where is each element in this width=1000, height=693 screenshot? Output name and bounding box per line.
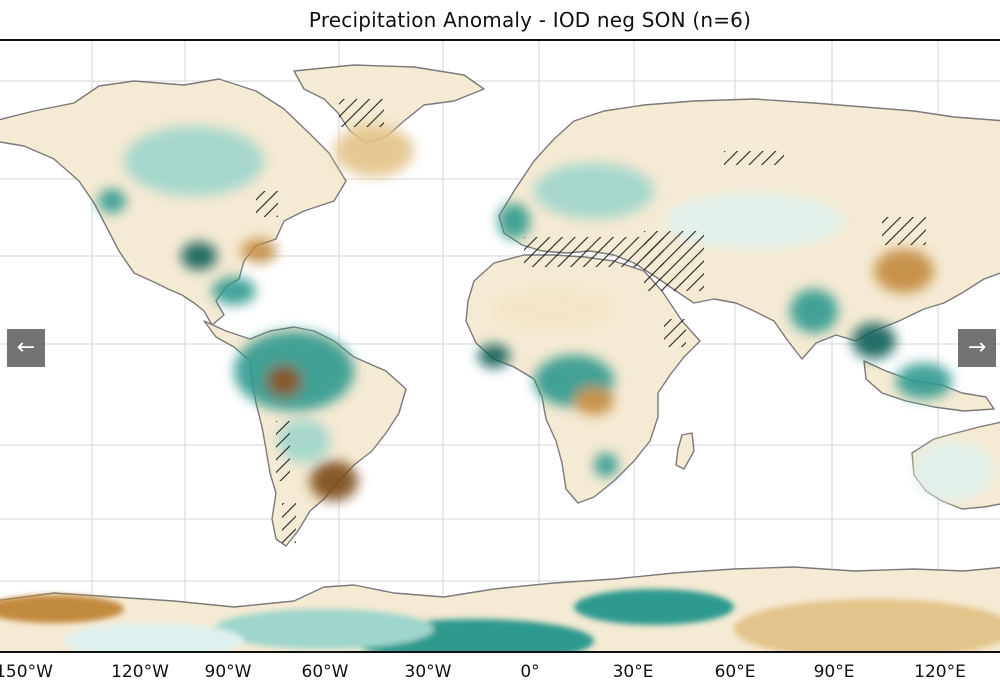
map-canvas bbox=[0, 41, 1000, 651]
x-tick-label: 90°W bbox=[204, 662, 252, 682]
x-tick-label: 30°W bbox=[404, 662, 452, 682]
madagascar bbox=[675, 432, 695, 470]
map-panel bbox=[0, 39, 1000, 653]
map-title: Precipitation Anomaly - IOD neg SON (n=6… bbox=[308, 8, 752, 32]
prev-button[interactable]: ← bbox=[7, 329, 45, 367]
x-tick-label: 0° bbox=[520, 662, 540, 682]
significance-hatching bbox=[256, 99, 926, 543]
x-tick-label: 150°W bbox=[0, 662, 53, 682]
x-tick-label: 30°E bbox=[612, 662, 654, 682]
arrow-right-icon: → bbox=[967, 335, 987, 360]
x-tick-label: 120°E bbox=[914, 662, 966, 682]
anomaly-field bbox=[98, 125, 994, 501]
arrow-left-icon: ← bbox=[16, 335, 36, 360]
x-tick-label: 120°W bbox=[111, 662, 169, 682]
x-tick-label: 90°E bbox=[813, 662, 855, 682]
greenland bbox=[293, 64, 485, 144]
antarctic-anomaly bbox=[0, 589, 1000, 651]
x-tick-label: 60°W bbox=[301, 662, 349, 682]
x-tick-label: 60°E bbox=[714, 662, 756, 682]
north-america bbox=[0, 78, 347, 326]
next-button[interactable]: → bbox=[958, 329, 996, 367]
